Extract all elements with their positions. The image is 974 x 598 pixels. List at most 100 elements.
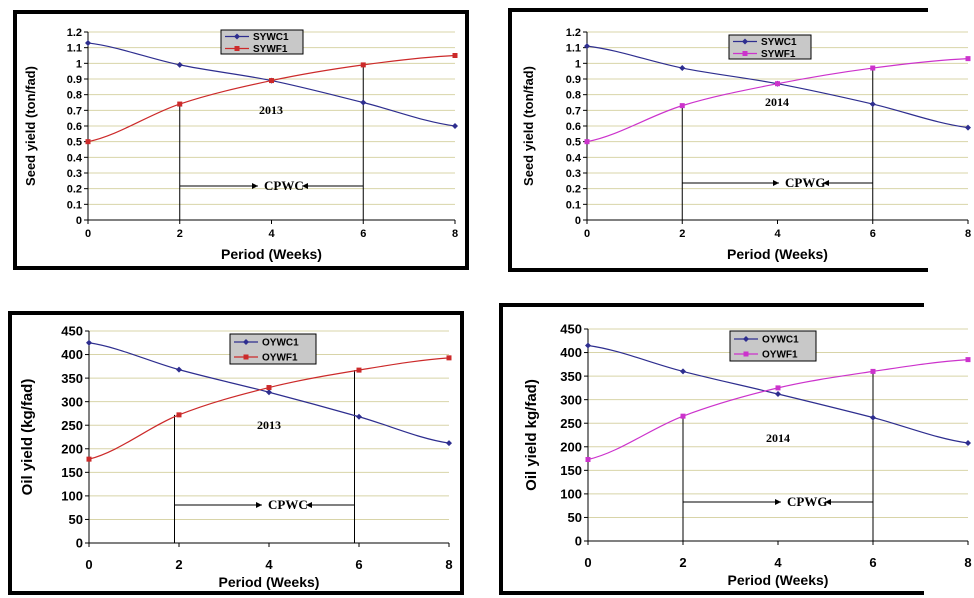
- legend-label: SYWF1: [253, 44, 288, 55]
- x-tick-label: 2: [679, 555, 686, 570]
- data-point: [177, 101, 183, 107]
- x-tick-label: 4: [774, 228, 781, 240]
- data-point: [86, 456, 92, 462]
- y-tick-label: 200: [61, 441, 83, 456]
- data-point: [356, 413, 362, 420]
- x-tick-label: 8: [965, 228, 971, 240]
- data-point: [965, 56, 971, 62]
- data-point: [446, 440, 452, 447]
- y-tick-label: 350: [61, 371, 83, 386]
- data-point: [85, 139, 91, 145]
- y-tick-label: 1.1: [67, 43, 82, 55]
- year-annotation: 2014: [765, 95, 789, 109]
- series-oywc1: [585, 342, 971, 447]
- y-tick-label: 400: [560, 345, 582, 360]
- legend-label: OYWC1: [762, 335, 799, 346]
- arrowhead-icon: [775, 499, 781, 505]
- arrowhead-icon: [823, 180, 829, 186]
- legend-label: SYWC1: [761, 37, 797, 48]
- y-tick-label: 0: [575, 215, 581, 227]
- y-tick-label: 0.7: [67, 105, 82, 117]
- x-tick-label: 8: [964, 555, 971, 570]
- x-tick-label: 8: [452, 228, 458, 240]
- legend-label: OYWC1: [262, 338, 299, 349]
- data-point: [86, 339, 92, 346]
- y-tick-label: 1: [575, 58, 581, 70]
- series-oywc1: [86, 339, 452, 447]
- y-tick-label: 300: [560, 392, 582, 407]
- series-oywf1: [585, 357, 971, 462]
- legend: OYWC1 OYWF1: [229, 333, 317, 365]
- y-tick-label: 150: [560, 463, 582, 478]
- legend-marker: [234, 46, 240, 51]
- gridlines: [587, 31, 968, 205]
- data-point: [869, 101, 876, 108]
- y-axis-label: Oil yield (kg/fad): [19, 379, 36, 496]
- legend-label: OYWF1: [262, 353, 298, 364]
- data-point: [870, 368, 876, 374]
- data-point: [585, 456, 591, 462]
- data-point: [266, 389, 272, 396]
- x-tick-label: 2: [679, 228, 685, 240]
- data-point: [965, 440, 971, 447]
- x-tick-label: 2: [175, 557, 182, 572]
- y-axis-label: Oil yield kg/fad): [523, 379, 540, 491]
- x-tick-label: 6: [870, 228, 876, 240]
- y-tick-label: 0.9: [67, 74, 82, 86]
- period-annotation: CPWG: [785, 175, 825, 190]
- legend-marker: [243, 339, 249, 345]
- y-tick-label: 300: [61, 394, 83, 409]
- data-point: [965, 124, 971, 131]
- legend-marker: [743, 336, 749, 342]
- data-point: [584, 139, 590, 145]
- y-tick-label: 0.2: [67, 184, 82, 196]
- data-point: [965, 357, 971, 363]
- x-tick-label: 0: [85, 557, 92, 572]
- x-tick-label: 6: [360, 228, 366, 240]
- y-tick-label: 0.9: [566, 74, 581, 86]
- x-tick-label: 6: [355, 557, 362, 572]
- y-tick-label: 0.7: [566, 105, 581, 117]
- y-axis-label: Seed yield (ton/fad): [23, 66, 38, 186]
- y-tick-label: 0.5: [67, 137, 82, 149]
- y-tick-label: 0: [76, 536, 83, 551]
- data-point: [680, 413, 686, 419]
- y-tick-label: 450: [560, 322, 582, 337]
- arrowhead-icon: [306, 502, 312, 508]
- data-point: [85, 39, 91, 46]
- data-point: [775, 391, 781, 398]
- y-tick-label: 100: [61, 489, 83, 504]
- y-tick-label: 0.4: [566, 152, 582, 164]
- y-tick-label: 0.1: [566, 199, 581, 211]
- y-tick-label: 1.2: [566, 27, 581, 39]
- data-point: [360, 62, 366, 68]
- y-tick-label: 0.3: [67, 168, 82, 180]
- y-axis-label: Seed yield (ton/fad): [521, 66, 536, 186]
- data-point: [452, 53, 458, 58]
- arrowhead-icon: [252, 183, 258, 189]
- y-tick-label: 1.1: [566, 43, 581, 55]
- y-tick-label: 350: [560, 369, 582, 384]
- data-point: [680, 368, 686, 375]
- legend-label: OYWF1: [762, 350, 798, 361]
- legend: OYWC1 OYWF1: [729, 330, 817, 362]
- x-tick-label: 6: [869, 555, 876, 570]
- y-tick-label: 0.4: [67, 152, 83, 164]
- y-tick-label: 0.8: [67, 90, 82, 102]
- data-point: [584, 43, 590, 50]
- arrowhead-icon: [302, 183, 308, 189]
- period-annotation: CPWC: [264, 178, 304, 193]
- x-axis-label: Period (Weeks): [221, 246, 322, 262]
- y-tick-label: 0.6: [67, 121, 82, 133]
- arrowhead-icon: [825, 499, 831, 505]
- chart-frame: [508, 8, 928, 272]
- data-point: [585, 342, 591, 349]
- y-tick-label: 1: [76, 58, 82, 70]
- data-point: [870, 414, 876, 421]
- x-tick-label: 2: [177, 228, 183, 240]
- y-tick-label: 400: [61, 347, 83, 362]
